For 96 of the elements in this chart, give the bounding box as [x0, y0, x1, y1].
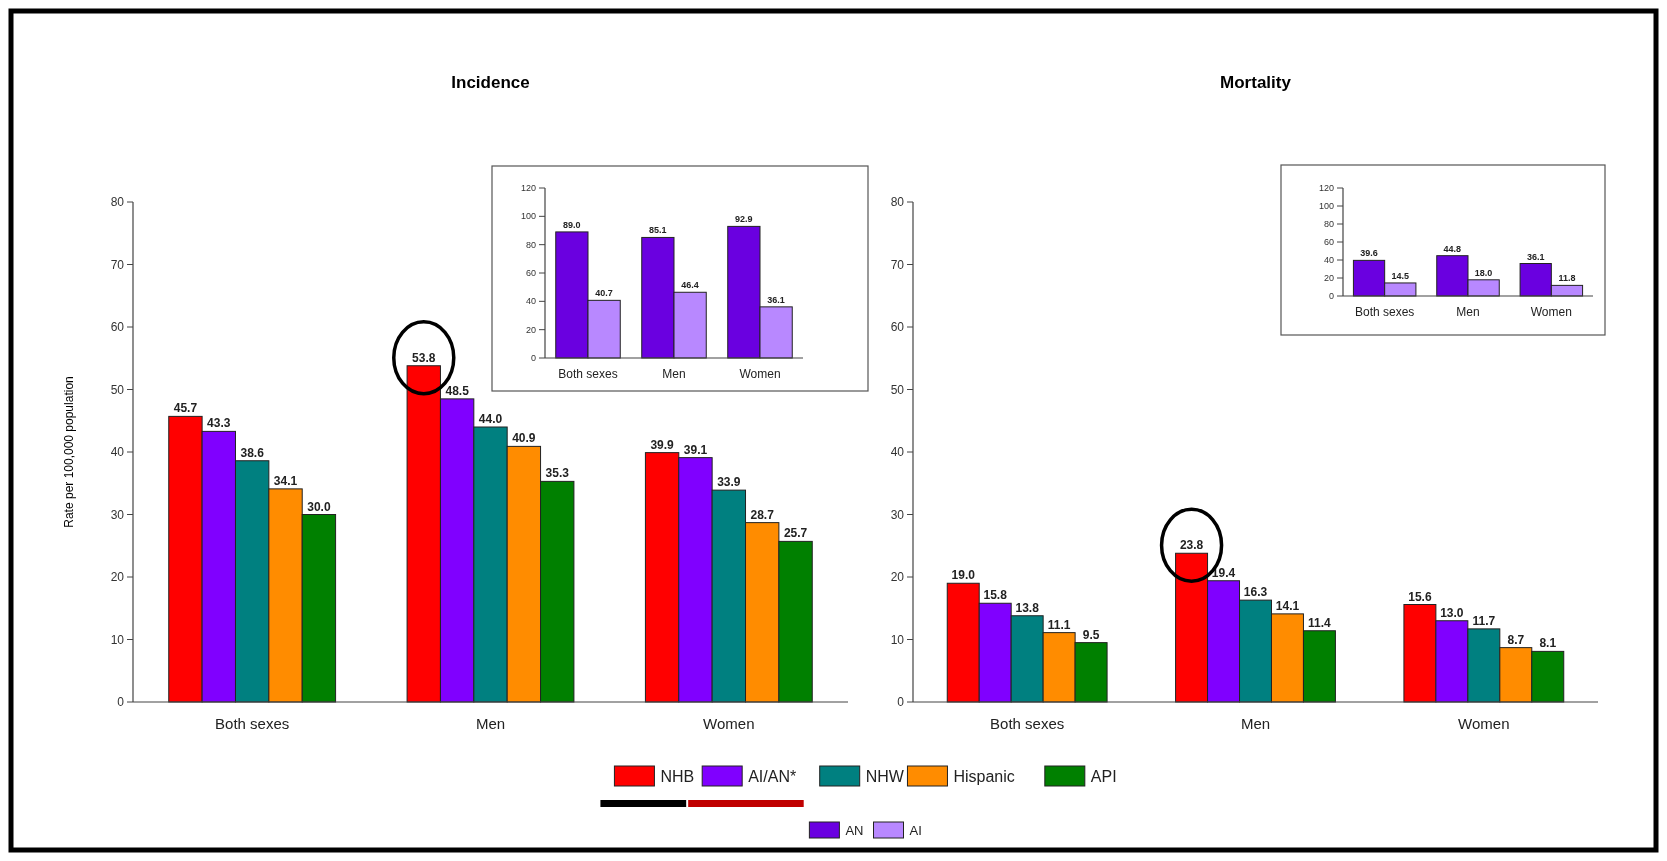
data-label: 39.1 — [683, 442, 708, 457]
data-label: 34.1 — [273, 473, 298, 488]
y-tick-label: 30 — [890, 507, 905, 522]
data-label: 11.8 — [1558, 273, 1576, 284]
data-label: 8.7 — [1507, 632, 1525, 647]
data-label: 44.0 — [478, 412, 503, 426]
data-label: 53.8 — [412, 350, 436, 365]
data-label: 11.4 — [1308, 615, 1332, 630]
data-label: 38.6 — [240, 445, 265, 460]
y-tick-label: 50 — [890, 382, 905, 397]
y-tick-label: 40 — [1323, 255, 1334, 266]
legend-label: Hispanic — [953, 767, 1015, 785]
y-tick-label: 80 — [110, 195, 125, 210]
data-label: 45.7 — [173, 401, 198, 416]
y-tick-label: 50 — [110, 382, 125, 397]
x-tick-label: Both sexes — [990, 715, 1065, 733]
y-tick-label: 70 — [110, 257, 125, 272]
y-tick-label: 20 — [525, 324, 536, 335]
y-tick-label: 100 — [520, 211, 536, 222]
y-tick-label: 10 — [890, 632, 905, 647]
x-tick-label: Men — [662, 367, 686, 382]
data-label: 36.1 — [767, 294, 785, 305]
data-label: 25.7 — [783, 526, 808, 541]
legend-label: AI — [909, 822, 922, 838]
y-tick-label: 20 — [890, 570, 905, 585]
y-tick-label: 0 — [117, 695, 125, 710]
data-label: 39.6 — [1360, 248, 1378, 259]
y-axis-title: Rate per 100,000 population — [62, 376, 76, 528]
data-label: 28.7 — [750, 507, 775, 522]
y-tick-label: 70 — [890, 257, 905, 272]
x-tick-label: Women — [703, 715, 755, 733]
legend-label: AI/AN* — [748, 767, 797, 785]
data-label: 92.9 — [735, 214, 753, 225]
data-label: 16.3 — [1243, 585, 1268, 600]
data-label: 13.8 — [1015, 600, 1040, 615]
legend-label: NHW — [865, 767, 905, 785]
data-label: 35.3 — [545, 466, 570, 481]
y-tick-label: 80 — [525, 239, 536, 250]
y-tick-label: 80 — [890, 195, 905, 210]
y-tick-label: 40 — [890, 445, 905, 460]
data-label: 14.5 — [1391, 270, 1410, 281]
y-tick-label: 60 — [525, 268, 536, 279]
data-label: 43.3 — [207, 416, 231, 431]
y-tick-label: 60 — [890, 320, 905, 335]
y-tick-label: 100 — [1318, 201, 1334, 212]
x-tick-label: Both sexes — [1354, 305, 1415, 320]
data-label: 39.9 — [650, 437, 675, 452]
y-tick-label: 0 — [897, 695, 905, 710]
data-label: 14.1 — [1275, 598, 1300, 613]
y-tick-label: 30 — [110, 507, 125, 522]
data-label: 23.8 — [1179, 538, 1204, 553]
data-label: 15.6 — [1408, 589, 1432, 604]
legend-label: NHB — [660, 767, 695, 785]
x-tick-label: Women — [1458, 715, 1510, 733]
y-tick-label: 120 — [1318, 183, 1334, 194]
data-label: 33.9 — [717, 475, 741, 490]
data-label: 40.7 — [595, 288, 613, 299]
chart-title: Incidence — [451, 73, 530, 92]
data-label: 36.1 — [1526, 251, 1545, 262]
data-label: 19.4 — [1211, 565, 1236, 580]
y-tick-label: 80 — [1323, 219, 1334, 230]
y-tick-label: 60 — [1323, 237, 1334, 248]
data-label: 9.5 — [1082, 627, 1100, 642]
y-tick-label: 0 — [530, 353, 536, 364]
y-tick-label: 40 — [110, 445, 125, 460]
data-label: 18.0 — [1474, 267, 1493, 278]
y-tick-label: 60 — [110, 320, 125, 335]
data-label: 85.1 — [649, 225, 667, 236]
y-tick-label: 40 — [525, 296, 536, 307]
data-label: 8.1 — [1539, 636, 1557, 651]
y-tick-label: 120 — [520, 183, 536, 194]
x-tick-label: Both sexes — [558, 367, 618, 382]
y-tick-label: 0 — [1328, 291, 1334, 302]
data-label: 11.1 — [1047, 617, 1071, 632]
data-label: 46.4 — [681, 280, 699, 291]
legend-label: API — [1090, 767, 1117, 785]
y-tick-label: 20 — [110, 570, 125, 585]
x-tick-label: Both sexes — [215, 715, 290, 733]
data-label: 40.9 — [512, 431, 536, 446]
data-label: 44.8 — [1443, 243, 1462, 254]
x-tick-label: Men — [1240, 715, 1271, 733]
legend-label: AN — [845, 822, 864, 838]
data-label: 13.0 — [1440, 605, 1464, 620]
data-label: 11.7 — [1472, 613, 1496, 628]
data-label: 48.5 — [445, 383, 470, 398]
data-label: 15.8 — [983, 588, 1008, 603]
x-tick-label: Women — [1530, 305, 1572, 320]
x-tick-label: Men — [475, 715, 506, 733]
chart-title: Mortality — [1220, 73, 1292, 92]
data-label: 30.0 — [307, 499, 331, 514]
y-tick-label: 20 — [1323, 273, 1334, 284]
data-label: 19.0 — [951, 568, 976, 583]
data-label: 89.0 — [563, 219, 581, 230]
x-tick-label: Men — [1456, 305, 1480, 320]
y-tick-label: 10 — [110, 632, 125, 647]
x-tick-label: Women — [739, 367, 781, 382]
